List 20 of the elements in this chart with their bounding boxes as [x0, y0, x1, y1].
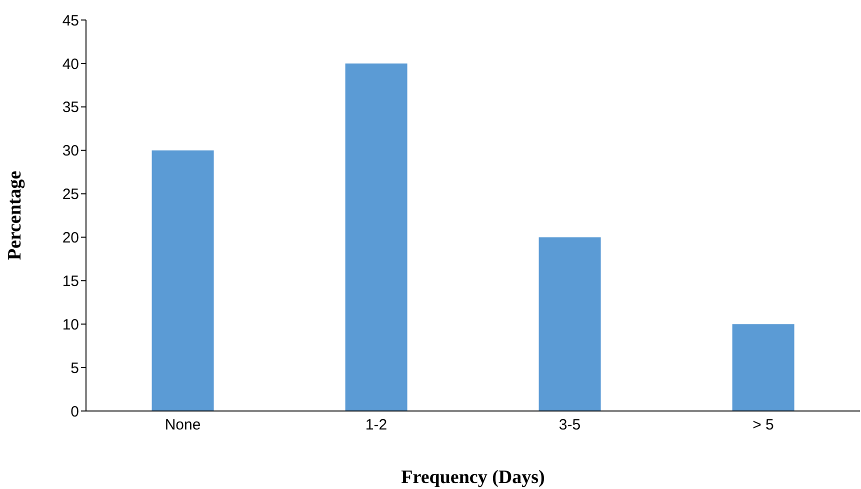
y-tick-label: 40: [62, 56, 79, 73]
y-tick-label: 35: [62, 99, 79, 116]
y-tick-label: 30: [62, 142, 79, 160]
y-tick-label: 25: [62, 186, 79, 204]
x-tick-label: > 5: [752, 416, 774, 434]
x-tick-label: None: [164, 416, 201, 434]
y-tick-label: 20: [62, 230, 79, 247]
y-tick-label: 0: [70, 403, 79, 420]
x-tick-label: 3-5: [558, 416, 581, 434]
bar: [345, 63, 408, 411]
x-axis-title: Frequency (Days): [401, 467, 545, 488]
y-tick-label: 15: [62, 272, 79, 290]
bar: [732, 324, 794, 411]
y-axis-title: Percentage: [4, 170, 26, 260]
bar: [538, 237, 601, 411]
y-tick-label: 5: [70, 360, 79, 377]
bar: [152, 150, 214, 411]
x-tick-label: 1-2: [365, 416, 388, 434]
y-tick-label: 45: [62, 12, 79, 30]
y-tick-label: 10: [62, 316, 79, 334]
